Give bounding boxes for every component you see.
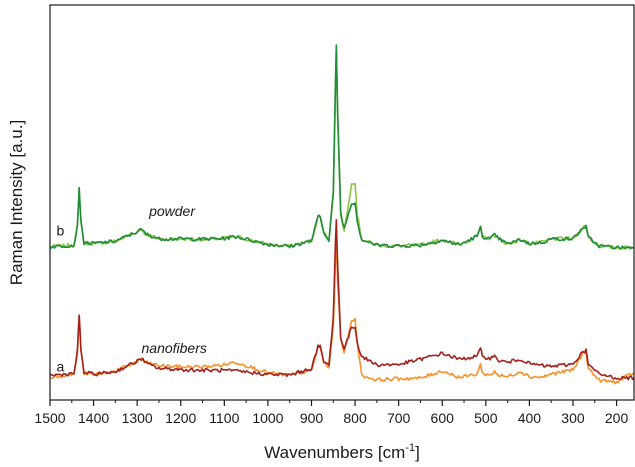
plot-frame (49, 4, 635, 401)
x-axis-title-main: Wavenumbers [cm (264, 443, 405, 462)
annotation-a: a (57, 359, 65, 375)
x-tick-label: 600 (431, 410, 455, 426)
x-axis-title-end: ] (415, 443, 420, 462)
x-tick-label: 1200 (165, 410, 196, 426)
x-tick-label: 200 (605, 410, 629, 426)
x-tick-label: 500 (474, 410, 498, 426)
x-tick-label: 1000 (252, 410, 283, 426)
spectrum-line-b-dark (49, 44, 635, 250)
y-axis-title: Raman Intensity [a.u.] (7, 120, 26, 285)
annotation-powder: powder (148, 203, 196, 219)
x-tick-label: 400 (518, 410, 542, 426)
x-tick-label: 1300 (122, 410, 153, 426)
annotation-b: b (57, 223, 65, 239)
x-tick-label: 1400 (78, 410, 109, 426)
x-ticks: 1500 1400 1300 1200 1100 1000 900 800 700 600 500 4… (34, 400, 628, 426)
annotations: b powder a nanofibers (57, 203, 207, 375)
x-tick-label: 1500 (34, 410, 65, 426)
spectrum-line-a-dark (49, 219, 635, 381)
series-layer (49, 44, 635, 385)
x-tick-label: 300 (561, 410, 585, 426)
x-tick-label: 700 (387, 410, 411, 426)
x-tick-label: 800 (343, 410, 367, 426)
x-tick-label: 1100 (209, 410, 239, 426)
x-axis-title-sup: -1 (405, 442, 415, 454)
spectrum-line-a-light (49, 234, 635, 385)
x-axis-title: Wavenumbers [cm-1] (264, 442, 420, 462)
annotation-nanofibers: nanofibers (142, 340, 207, 356)
x-tick-label: 900 (300, 410, 324, 426)
